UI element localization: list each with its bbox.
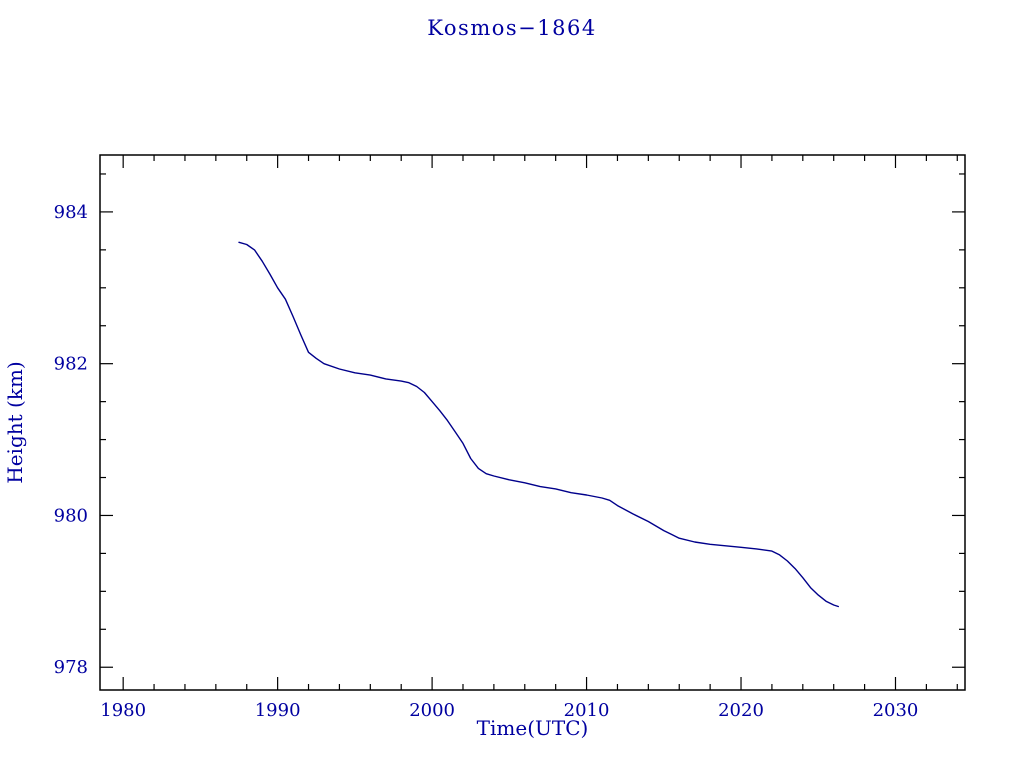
axis-ticks (100, 155, 965, 690)
chart-title: Kosmos−1864 (427, 16, 597, 40)
y-tick-label: 982 (54, 354, 88, 375)
tick-labels: 1980 1990 2000 2010 2020 2030 978 980 982 984 (54, 202, 919, 721)
data-line (238, 241, 839, 608)
x-tick-label: 2020 (718, 700, 764, 721)
x-tick-label: 1980 (100, 700, 146, 721)
x-tick-label: 2010 (564, 700, 610, 721)
x-axis-label: Time(UTC) (477, 716, 589, 740)
y-tick-label: 978 (54, 657, 88, 678)
x-tick-label: 2000 (409, 700, 455, 721)
y-axis-label: Height (km) (3, 361, 27, 483)
y-tick-label: 984 (54, 202, 88, 223)
plot-frame (99, 154, 966, 691)
x-tick-label: 1990 (255, 700, 301, 721)
x-tick-label: 2030 (873, 700, 919, 721)
y-tick-label: 980 (54, 505, 88, 526)
